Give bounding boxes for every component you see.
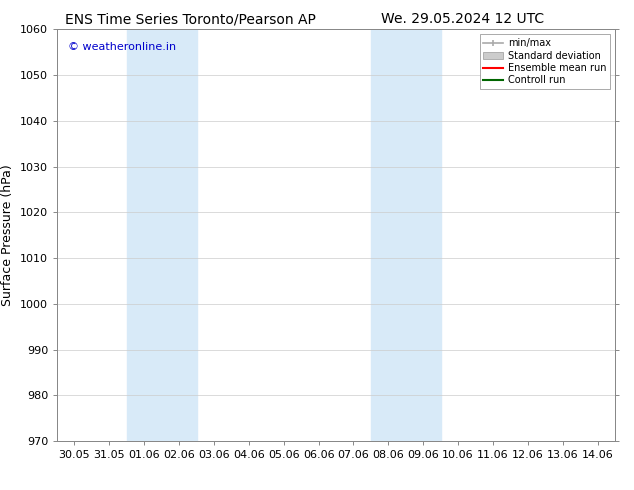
Bar xyxy=(371,29,441,441)
Text: ENS Time Series Toronto/Pearson AP: ENS Time Series Toronto/Pearson AP xyxy=(65,12,316,26)
Text: We. 29.05.2024 12 UTC: We. 29.05.2024 12 UTC xyxy=(381,12,545,26)
Bar xyxy=(127,29,197,441)
Legend: min/max, Standard deviation, Ensemble mean run, Controll run: min/max, Standard deviation, Ensemble me… xyxy=(479,34,610,89)
Text: © weatheronline.in: © weatheronline.in xyxy=(68,42,176,52)
Y-axis label: Surface Pressure (hPa): Surface Pressure (hPa) xyxy=(1,164,15,306)
